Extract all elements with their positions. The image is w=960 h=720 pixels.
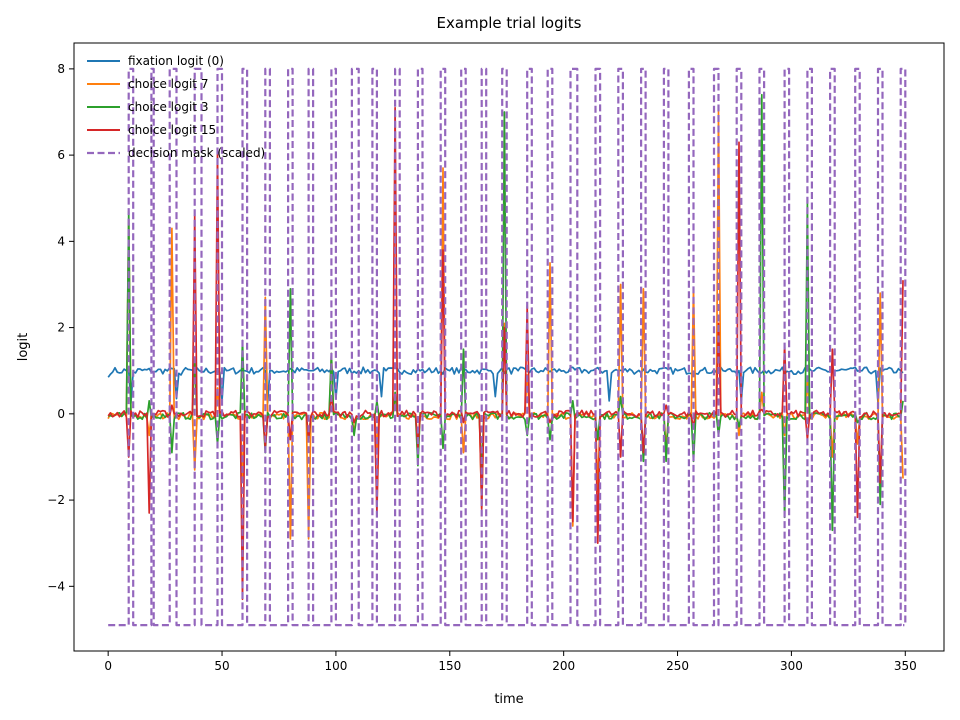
legend: fixation logit (0) choice logit 7 choice l… bbox=[87, 54, 265, 160]
x-tick-label: 350 bbox=[894, 659, 917, 673]
plot-frame bbox=[73, 42, 945, 652]
legend-label: decision mask (scaled) bbox=[128, 146, 265, 160]
x-axis-label: time bbox=[494, 692, 523, 707]
x-tick-label: 200 bbox=[552, 659, 575, 673]
series-line-4 bbox=[108, 67, 907, 627]
series-line-3 bbox=[107, 106, 904, 601]
x-tick-label: 150 bbox=[438, 659, 461, 673]
y-axis: −4 −2 0 2 4 6 8 bbox=[47, 62, 74, 593]
chart-title: Example trial logits bbox=[437, 14, 582, 32]
legend-label: choice logit 7 bbox=[128, 77, 208, 91]
y-tick-label: 2 bbox=[57, 321, 65, 335]
y-tick-label: −2 bbox=[47, 493, 65, 507]
y-tick-label: 8 bbox=[57, 62, 65, 76]
x-axis: 0 50 100 150 200 250 300 350 bbox=[104, 651, 917, 673]
legend-label: choice logit 3 bbox=[128, 100, 208, 114]
y-tick-label: 6 bbox=[57, 148, 65, 162]
legend-label: choice logit 15 bbox=[128, 123, 216, 137]
series-layer bbox=[107, 67, 907, 627]
x-tick-label: 300 bbox=[780, 659, 803, 673]
y-axis-label: logit bbox=[16, 333, 31, 362]
y-tick-label: −4 bbox=[47, 579, 65, 593]
x-tick-label: 0 bbox=[104, 659, 112, 673]
series-line-2 bbox=[108, 93, 904, 532]
legend-label: fixation logit (0) bbox=[128, 54, 224, 68]
x-tick-label: 250 bbox=[666, 659, 689, 673]
y-tick-label: 4 bbox=[57, 234, 65, 248]
x-tick-label: 100 bbox=[324, 659, 347, 673]
x-tick-label: 50 bbox=[214, 659, 229, 673]
y-tick-label: 0 bbox=[57, 407, 65, 421]
